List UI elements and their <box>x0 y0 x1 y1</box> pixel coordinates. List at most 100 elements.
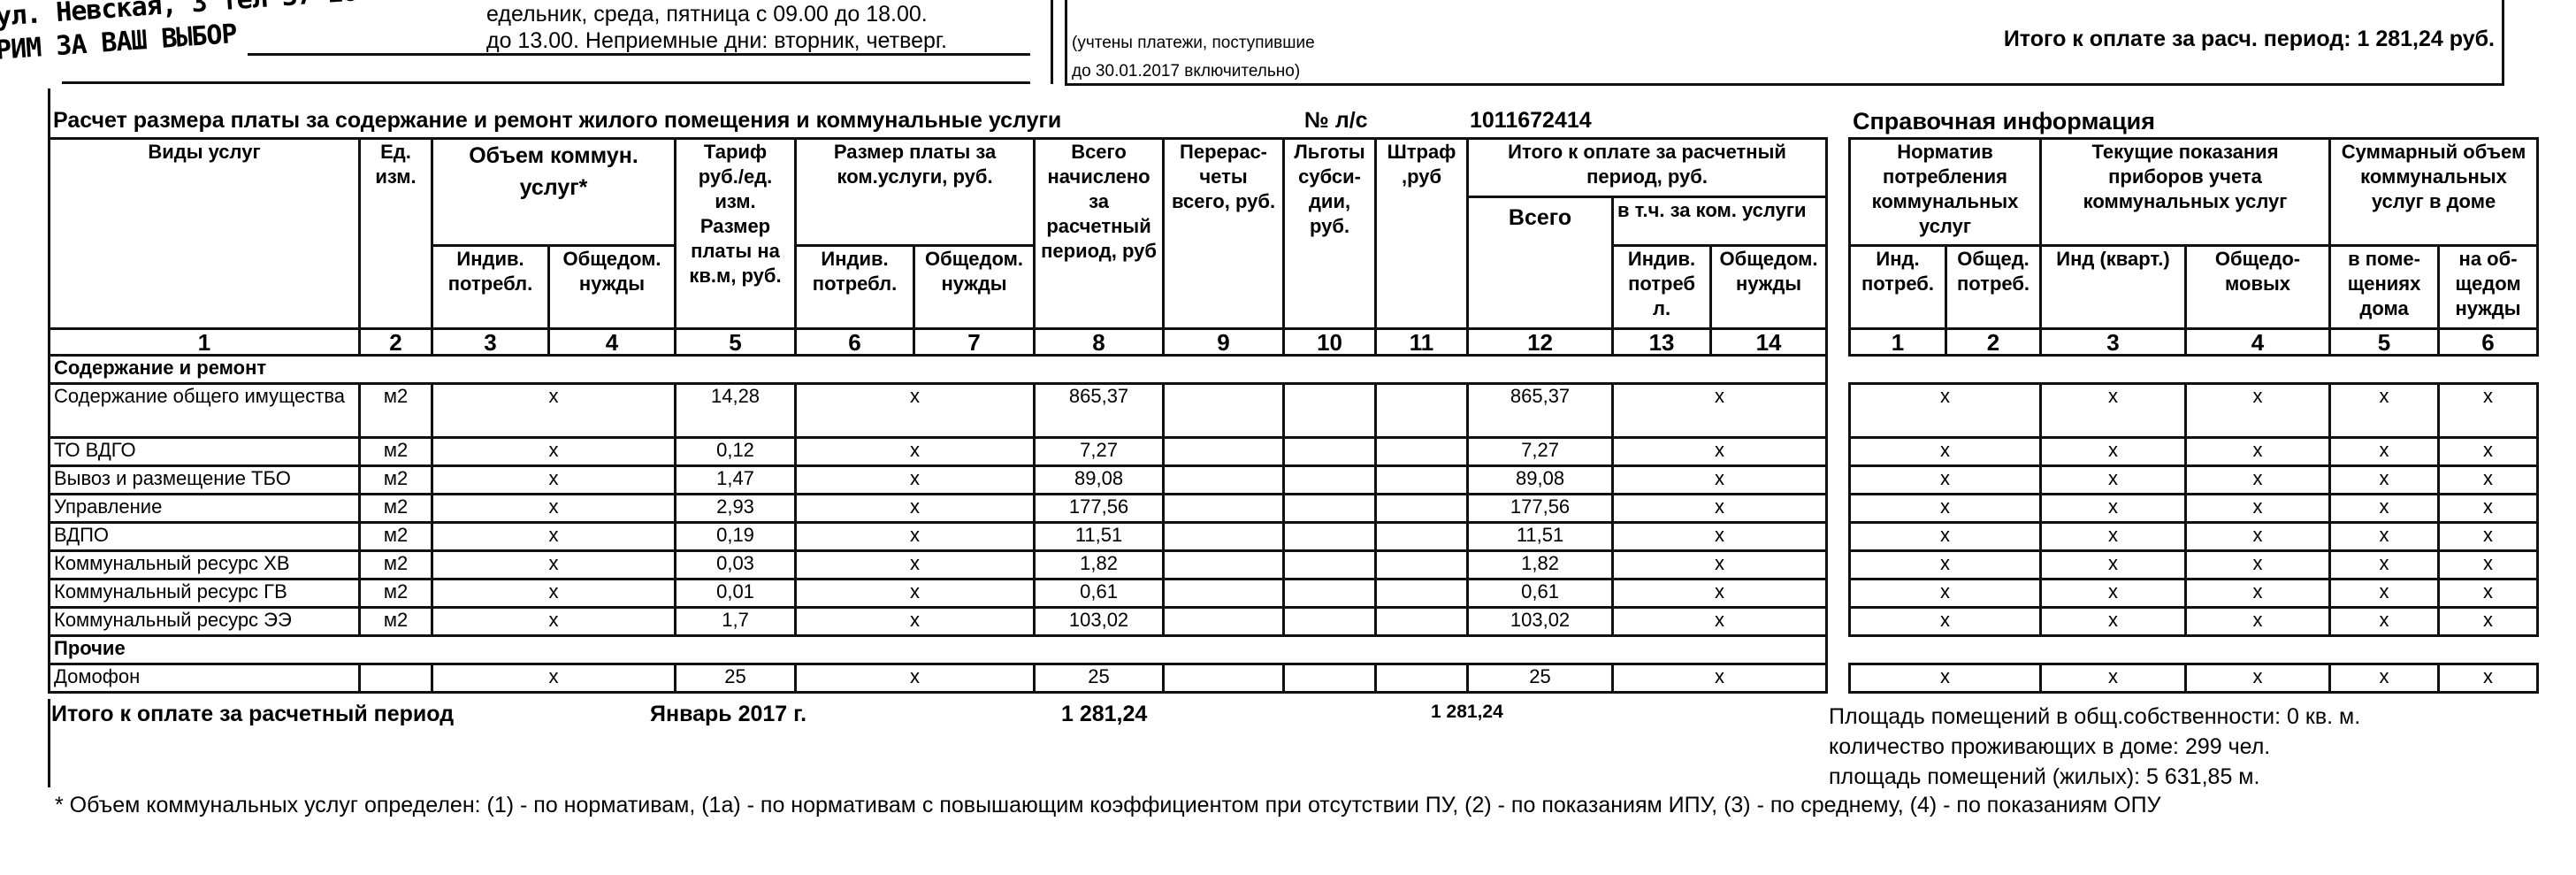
column-number: 8 <box>1033 327 1166 357</box>
service-name-cell: Коммунальный ресурс ХВ <box>48 549 361 580</box>
totals-accrued: 1 281,24 <box>1061 702 1148 726</box>
divider <box>48 88 50 115</box>
reference-cell: х <box>2184 464 2332 495</box>
reference-cell: х <box>2184 578 2332 609</box>
reference-cell: х <box>1847 493 2043 524</box>
tariff-cell: 0,03 <box>674 549 798 580</box>
fine-cell <box>1374 382 1470 439</box>
total-incl-cell: х <box>1611 549 1829 580</box>
fine-cell <box>1374 493 1470 524</box>
volume-cell: х <box>430 549 677 580</box>
accrued-cell: 0,61 <box>1033 578 1166 609</box>
reference-cell: х <box>1847 578 2043 609</box>
fine-cell <box>1374 578 1470 609</box>
header-unit: Ед. изм. <box>358 137 433 330</box>
header-norm-common: Общед. потреб. <box>1944 244 2043 330</box>
header-fine: Штраф ,руб <box>1374 137 1470 330</box>
accrued-cell: 1,82 <box>1033 549 1166 580</box>
reference-cell: х <box>2328 578 2441 609</box>
fine-cell <box>1374 606 1470 637</box>
accrued-cell: 865,37 <box>1033 382 1166 439</box>
header-recalc: Перерас-четы всего, руб. <box>1162 137 1286 330</box>
column-number: 1 <box>1848 327 1947 357</box>
reference-cell: х <box>2328 382 2441 439</box>
column-number: 9 <box>1162 327 1286 357</box>
volume-cell: х <box>430 436 677 467</box>
header-payment-ind: Индив. потребл. <box>794 244 916 330</box>
reference-title: Справочная информация <box>1853 108 2156 134</box>
info-common-area: Площадь помещений в общ.собственности: 0… <box>1829 704 2361 729</box>
totals-total: 1 281,24 <box>1431 702 1503 722</box>
accrued-cell: 103,02 <box>1033 606 1166 637</box>
total-cell: 25 <box>1466 663 1615 694</box>
benefits-cell <box>1282 606 1378 637</box>
divider <box>48 699 50 787</box>
payment-cell: х <box>794 464 1036 495</box>
column-number: 1 <box>48 327 361 357</box>
divider <box>1051 0 1053 84</box>
column-number: 11 <box>1374 327 1470 357</box>
payment-cell: х <box>794 578 1036 609</box>
service-name-cell: Домофон <box>48 663 361 694</box>
header-meters: Текущие показания приборов учета коммуна… <box>2039 137 2332 247</box>
fine-cell <box>1374 521 1470 552</box>
service-name-cell: ТО ВДГО <box>48 436 361 467</box>
total-cell: 103,02 <box>1466 606 1615 637</box>
header-sum-premises: в поме-щениях дома <box>2328 244 2441 330</box>
total-cell: 177,56 <box>1466 493 1615 524</box>
unit-cell <box>358 663 433 694</box>
benefits-cell <box>1282 521 1378 552</box>
divider <box>248 53 1030 56</box>
tariff-cell: 0,12 <box>674 436 798 467</box>
benefits-cell <box>1282 493 1378 524</box>
total-incl-cell: х <box>1611 578 1829 609</box>
unit-cell: м2 <box>358 436 433 467</box>
recalc-cell <box>1162 663 1286 694</box>
reference-cell: х <box>2039 521 2188 552</box>
tariff-cell: 1,47 <box>674 464 798 495</box>
table-row: ВДПО м2 х 0,19 х 11,51 11,51 х <box>48 521 1829 552</box>
section-row: Прочие <box>47 634 1829 665</box>
reference-cell: х <box>2039 578 2188 609</box>
header-norm: Норматив потребления коммунальных услуг <box>1847 137 2043 247</box>
column-number: 2 <box>358 327 433 357</box>
reference-cell: х <box>2328 436 2441 467</box>
total-incl-cell: х <box>1611 663 1829 694</box>
payment-cell: х <box>794 663 1036 694</box>
recalc-cell <box>1162 606 1286 637</box>
accrued-cell: 7,27 <box>1033 436 1166 467</box>
column-number: 2 <box>1944 327 2043 357</box>
reference-cell: х <box>2437 578 2540 609</box>
reference-cell: х <box>2184 606 2332 637</box>
divider <box>2502 0 2504 86</box>
reference-cell: х <box>2039 663 2188 694</box>
volume-cell: х <box>430 606 677 637</box>
header-volume-ind: Индив. потребл. <box>431 244 550 330</box>
reference-cell: х <box>2184 549 2332 580</box>
spacer <box>1850 356 2538 384</box>
header-volume: Объем коммун. услуг* <box>430 137 677 247</box>
table-row: Коммунальный ресурс ГВ м2 х 0,01 х 0,61 0,61 х <box>48 578 1829 609</box>
fine-cell <box>1374 663 1470 694</box>
service-name-cell: Вывоз и размещение ТБО <box>48 464 361 495</box>
header-total-incl: в т.ч. за ком. услуги <box>1611 196 1829 247</box>
volume-cell: х <box>430 578 677 609</box>
section-title: Содержание и ремонт <box>47 354 1829 385</box>
reference-cell: х <box>1847 549 2043 580</box>
reference-cell: х <box>2184 663 2332 694</box>
reference-cell: х <box>2328 606 2441 637</box>
header-meters-common: Общедо-мовых <box>2184 244 2332 330</box>
total-incl-cell: х <box>1611 606 1829 637</box>
tariff-cell: 25 <box>674 663 798 694</box>
header-accrued: Всего начислено за расчетный период, руб <box>1033 137 1166 330</box>
accrued-cell: 11,51 <box>1033 521 1166 552</box>
tariff-cell: 1,7 <box>674 606 798 637</box>
header-payment: Размер платы за ком.услуги, руб. <box>794 137 1036 247</box>
header-benefits: Льготы субси-дии, руб. <box>1282 137 1378 330</box>
column-number: 5 <box>2328 327 2441 357</box>
reference-cell: х <box>2039 549 2188 580</box>
